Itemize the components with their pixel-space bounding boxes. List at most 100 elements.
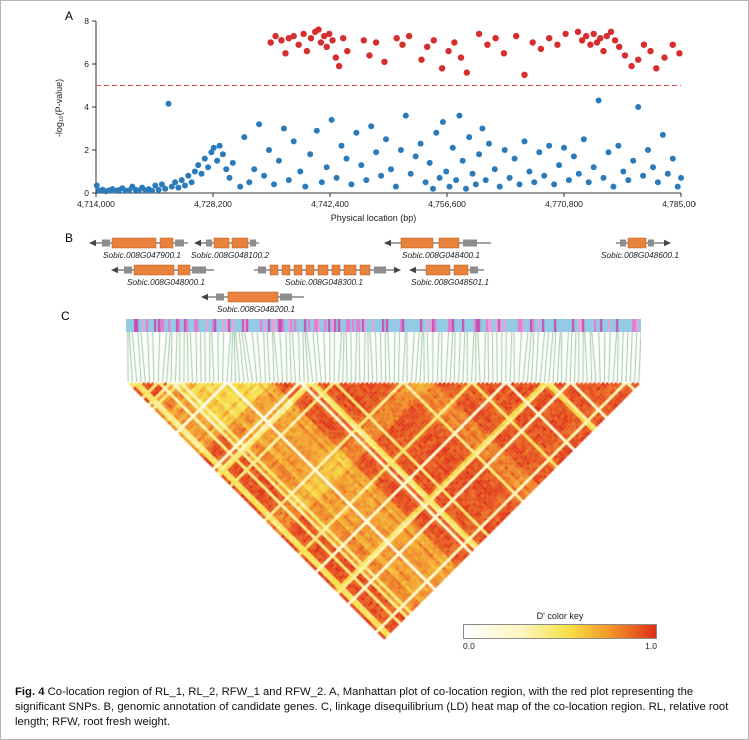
utr-box: [374, 266, 386, 274]
gene-direction-arrow: [394, 266, 401, 274]
snp-point: [407, 170, 414, 177]
significant-snp-point: [669, 41, 676, 48]
significant-snp-point: [492, 35, 499, 42]
significant-snp-point: [278, 37, 285, 44]
snp-point: [521, 138, 528, 145]
snp-point: [182, 182, 188, 189]
snp-point: [412, 153, 419, 160]
significant-snp-point: [321, 32, 328, 40]
gene-label: Sobic.008G048100.2: [191, 250, 269, 260]
snp-point: [531, 179, 538, 186]
ld-heatmap-triangle: [126, 382, 642, 642]
gene-annotation-track: Sobic.008G047900.1 Sobic.008G048100.2 Sobi…: [89, 237, 679, 314]
gene-direction-arrow: [409, 266, 416, 274]
exon-box: [293, 264, 303, 276]
x-axis-label: Physical location (bp): [330, 213, 417, 223]
significant-snp-point: [574, 28, 582, 35]
exon-box: [359, 264, 371, 276]
snp-point: [168, 183, 175, 190]
significant-snp-point: [430, 37, 437, 44]
snp-point: [214, 157, 221, 164]
significant-snp-point: [583, 32, 590, 40]
snp-point: [318, 179, 325, 186]
y-tick-label: 8: [84, 16, 89, 26]
snp-point: [511, 155, 518, 162]
significant-snp-point: [323, 43, 330, 50]
exon-box: [453, 264, 469, 276]
significant-snp-point: [484, 41, 491, 48]
exon-box: [400, 237, 434, 249]
significant-snp-point: [326, 30, 333, 38]
snp-point: [280, 125, 287, 132]
significant-snp-point: [405, 32, 413, 40]
snp-point: [664, 170, 671, 177]
significant-snp-point: [399, 41, 406, 48]
snp-point: [402, 112, 409, 119]
snp-point: [476, 151, 483, 158]
gene-model: Sobic.008G048000.1: [111, 264, 214, 287]
snp-point: [383, 136, 389, 143]
significant-snp-point: [529, 39, 536, 46]
snp-point: [302, 183, 309, 190]
snp-point: [223, 166, 230, 173]
x-tick-label: 4,785,000: [662, 199, 696, 209]
gene-label: Sobic.008G048501.1: [411, 277, 489, 287]
snp-point: [333, 174, 340, 181]
y-tick-label: 6: [84, 59, 89, 69]
snp-point: [363, 177, 370, 184]
significant-snp-point: [317, 39, 325, 46]
snp-point: [290, 138, 297, 145]
snp-point: [446, 183, 453, 190]
significant-snp-point: [438, 65, 446, 72]
significant-snp-point: [340, 35, 347, 42]
gene-model: Sobic.008G048600.1: [601, 237, 679, 260]
significant-snp-point: [445, 47, 452, 55]
significant-snp-point: [424, 43, 431, 50]
snp-point: [491, 166, 498, 173]
significant-snp-point: [475, 30, 483, 38]
snp-point: [358, 162, 365, 169]
snp-point: [565, 177, 572, 184]
snp-point: [175, 184, 182, 191]
utr-box: [192, 266, 206, 274]
exon-box: [281, 264, 291, 276]
exon-box: [269, 264, 279, 276]
snp-point: [219, 151, 226, 158]
snp-point: [625, 177, 632, 184]
utr-box: [648, 239, 654, 247]
snp-point: [388, 166, 394, 173]
utr-box: [620, 239, 626, 247]
snp-point: [172, 179, 179, 186]
exon-box: [627, 237, 647, 249]
snp-point: [430, 185, 436, 192]
snp-point: [496, 183, 503, 190]
snp-point: [605, 149, 612, 156]
significant-snp-point: [611, 37, 619, 44]
snp-point: [506, 174, 513, 181]
x-tick-label: 4,728,200: [194, 199, 232, 209]
snp-point: [669, 155, 676, 162]
x-tick-label: 4,756,600: [428, 199, 466, 209]
snp-point: [256, 121, 263, 128]
snp-point: [640, 172, 647, 179]
significant-snp-point: [267, 39, 274, 46]
exon-box: [425, 264, 451, 276]
snp-point: [241, 134, 248, 141]
snp-point: [216, 142, 223, 149]
significant-snp-point: [578, 37, 586, 44]
significant-snp-point: [562, 30, 569, 38]
snp-point: [433, 129, 440, 136]
snp-point: [205, 164, 212, 171]
snp-point: [368, 123, 375, 130]
snp-point: [201, 155, 208, 162]
snp-point: [516, 181, 523, 188]
snp-point: [195, 162, 202, 169]
snp-point: [165, 100, 172, 107]
snp-point: [226, 174, 233, 181]
x-tick-label: 4,742,400: [311, 199, 349, 209]
snp-point: [600, 174, 607, 181]
x-tick-label: 4,770,800: [545, 199, 583, 209]
snp-point: [275, 157, 282, 164]
figure-caption: Fig. 4 Co-location region of RL_1, RL_2,…: [15, 685, 737, 730]
utr-box: [280, 293, 292, 301]
